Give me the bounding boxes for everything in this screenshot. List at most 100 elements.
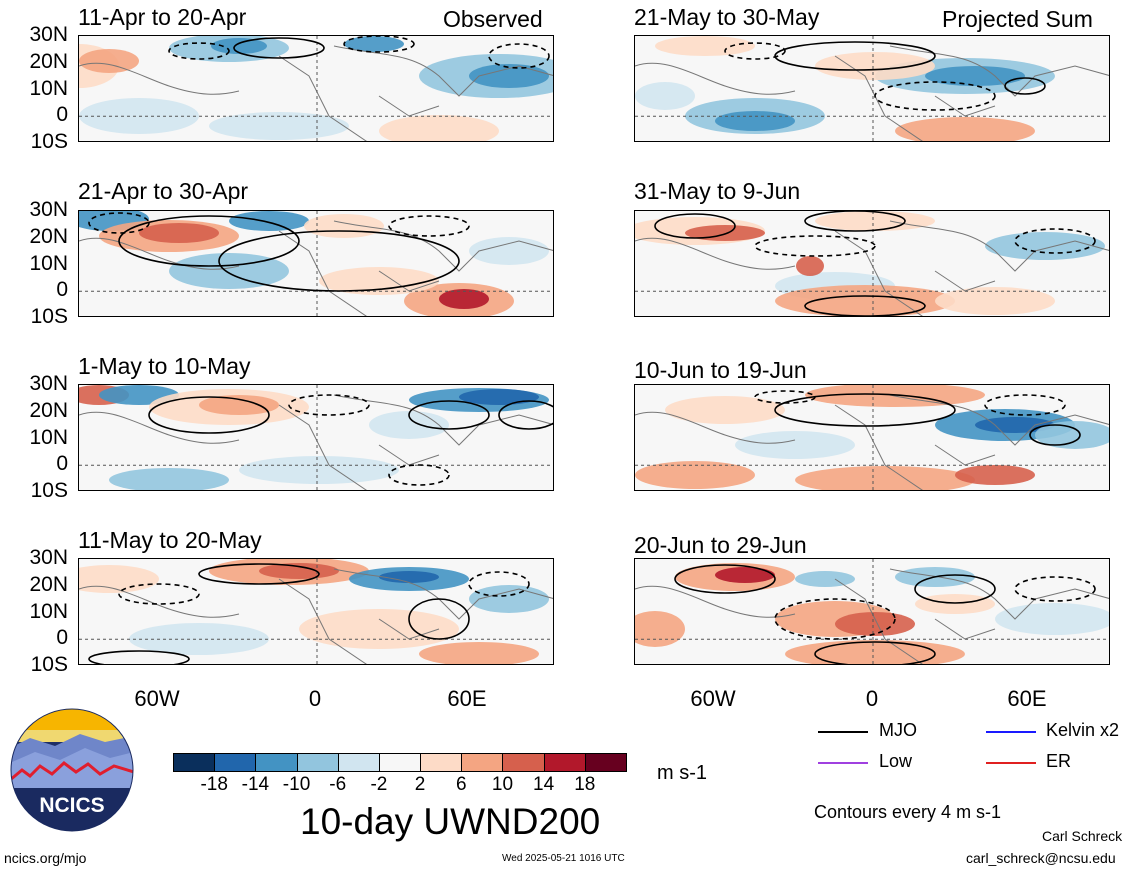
- mjo-contour: [1004, 77, 1046, 95]
- mjo-contour: [168, 42, 230, 60]
- lat-label-row2-2: 10N: [29, 251, 68, 275]
- anomaly-region: [715, 111, 795, 131]
- colorbar: [173, 753, 627, 772]
- legend-line-er: [986, 762, 1036, 764]
- contour-note: Contours every 4 m s-1: [814, 802, 1002, 822]
- panel-title-5: 21-May to 30-May: [634, 4, 820, 30]
- lat-label-row1-1: 20N: [29, 49, 68, 73]
- mjo-contour: [498, 400, 553, 430]
- mjo-contour: [754, 390, 816, 404]
- mjo-contour: [288, 394, 370, 416]
- mjo-contour: [1014, 228, 1096, 254]
- panel-title-4: 11-May to 20-May: [78, 527, 262, 553]
- anomaly-region: [379, 115, 499, 141]
- mjo-contour: [233, 37, 325, 59]
- map-panel-4: [78, 558, 554, 665]
- map-panel-2: [78, 210, 554, 317]
- panel-title-6: 31-May to 9-Jun: [634, 178, 801, 204]
- colorbar-tick-label: 18: [574, 774, 596, 795]
- coastline: [635, 568, 1109, 664]
- anomaly-map-svg: [79, 559, 553, 664]
- colorbar-tick-label: 2: [414, 774, 426, 795]
- map-panel-7: [634, 384, 1110, 491]
- colorbar-tick-label: 14: [533, 774, 555, 795]
- anomaly-region: [304, 214, 384, 238]
- mjo-contour: [874, 81, 996, 111]
- panel-title-2: 21-Apr to 30-Apr: [78, 178, 249, 204]
- logo-text: NCICS: [39, 794, 104, 817]
- panel-title-1: 11-Apr to 20-Apr: [78, 4, 247, 30]
- anomaly-region: [665, 396, 785, 424]
- colorbar-tick-label: -14: [241, 774, 270, 795]
- colorbar-segment: [378, 753, 422, 772]
- colorbar-segment: [461, 753, 504, 772]
- anomaly-region: [635, 461, 755, 489]
- anomaly-region: [775, 285, 955, 316]
- anomaly-region: [139, 223, 219, 243]
- main-title: 10-day UWND200: [300, 801, 601, 842]
- colorbar-tick-label: -18: [200, 774, 228, 795]
- colorbar-tick-label: 6: [455, 774, 467, 795]
- coastline: [635, 394, 1109, 490]
- projected-header: Projected Sum: [942, 6, 1093, 32]
- mjo-contour: [343, 36, 415, 53]
- mjo-contour: [724, 42, 786, 60]
- lon-label-60w-left: 60W: [134, 686, 180, 711]
- mjo-contour: [674, 564, 776, 594]
- anomaly-region: [344, 36, 404, 52]
- mjo-contour: [408, 400, 490, 430]
- anomaly-region: [815, 211, 935, 231]
- anomaly-region: [259, 563, 339, 579]
- colorbar-segment: [296, 753, 339, 772]
- colorbar-tick-label: -6: [329, 774, 347, 795]
- lat-label-row2-1: 20N: [29, 224, 68, 248]
- anomaly-region: [211, 38, 267, 54]
- colorbar-segment: [502, 753, 545, 772]
- lat-label-row3-0: 30N: [29, 372, 68, 395]
- anomaly-region: [985, 232, 1105, 260]
- lat-label-row2-3: 0: [56, 278, 68, 302]
- lon-label-0-right: 0: [865, 686, 879, 711]
- anomaly-region: [925, 66, 1025, 86]
- footer-email[interactable]: carl_schreck@ncsu.edu: [966, 850, 1116, 866]
- anomaly-region: [795, 571, 855, 587]
- anomaly-region: [796, 256, 824, 276]
- mjo-contour: [814, 641, 936, 664]
- legend-line-kelvin: [986, 731, 1036, 733]
- anomaly-region: [229, 211, 309, 231]
- legend-line-low: [818, 762, 868, 764]
- map-panel-1: [78, 35, 554, 142]
- anomaly-region: [469, 64, 549, 88]
- mjo-contour: [388, 464, 450, 486]
- lon-label-60w-right: 60W: [690, 686, 736, 711]
- colorbar-segment: [584, 753, 627, 772]
- mjo-contour: [198, 563, 320, 585]
- legend-label-low: Low: [879, 751, 913, 771]
- mjo-contour: [148, 396, 270, 434]
- map-panel-5: [634, 35, 1110, 142]
- anomaly-region: [299, 609, 459, 649]
- panel-title-8: 20-Jun to 29-Jun: [634, 532, 807, 558]
- anomaly-map-svg: [635, 211, 1109, 316]
- lat-label-row1-4: 10S: [30, 130, 68, 153]
- colorbar-segment: [173, 753, 216, 772]
- mjo-contour: [468, 571, 530, 597]
- lat-label-row3-4: 10S: [30, 479, 68, 502]
- anomaly-region: [935, 287, 1055, 315]
- legend-line-mjo: [818, 731, 868, 733]
- anomaly-region: [995, 603, 1109, 635]
- mjo-contour: [88, 650, 190, 664]
- colorbar-units: m s-1: [657, 762, 707, 784]
- anomaly-map-svg: [635, 559, 1109, 664]
- lat-label-row4-0: 30N: [29, 546, 68, 569]
- panel-title-7: 10-Jun to 19-Jun: [634, 357, 807, 383]
- anomaly-region: [379, 571, 439, 583]
- lon-label-0-left: 0: [308, 686, 322, 711]
- anomaly-region: [635, 82, 695, 110]
- lat-label-row3-2: 10N: [29, 425, 68, 449]
- lat-label-row1-0: 30N: [29, 23, 68, 46]
- anomaly-region: [419, 642, 539, 664]
- footer-url[interactable]: ncics.org/mjo: [4, 850, 87, 866]
- ncics-logo: NCICS: [10, 708, 134, 832]
- colorbar-tick-label: 10: [491, 774, 514, 795]
